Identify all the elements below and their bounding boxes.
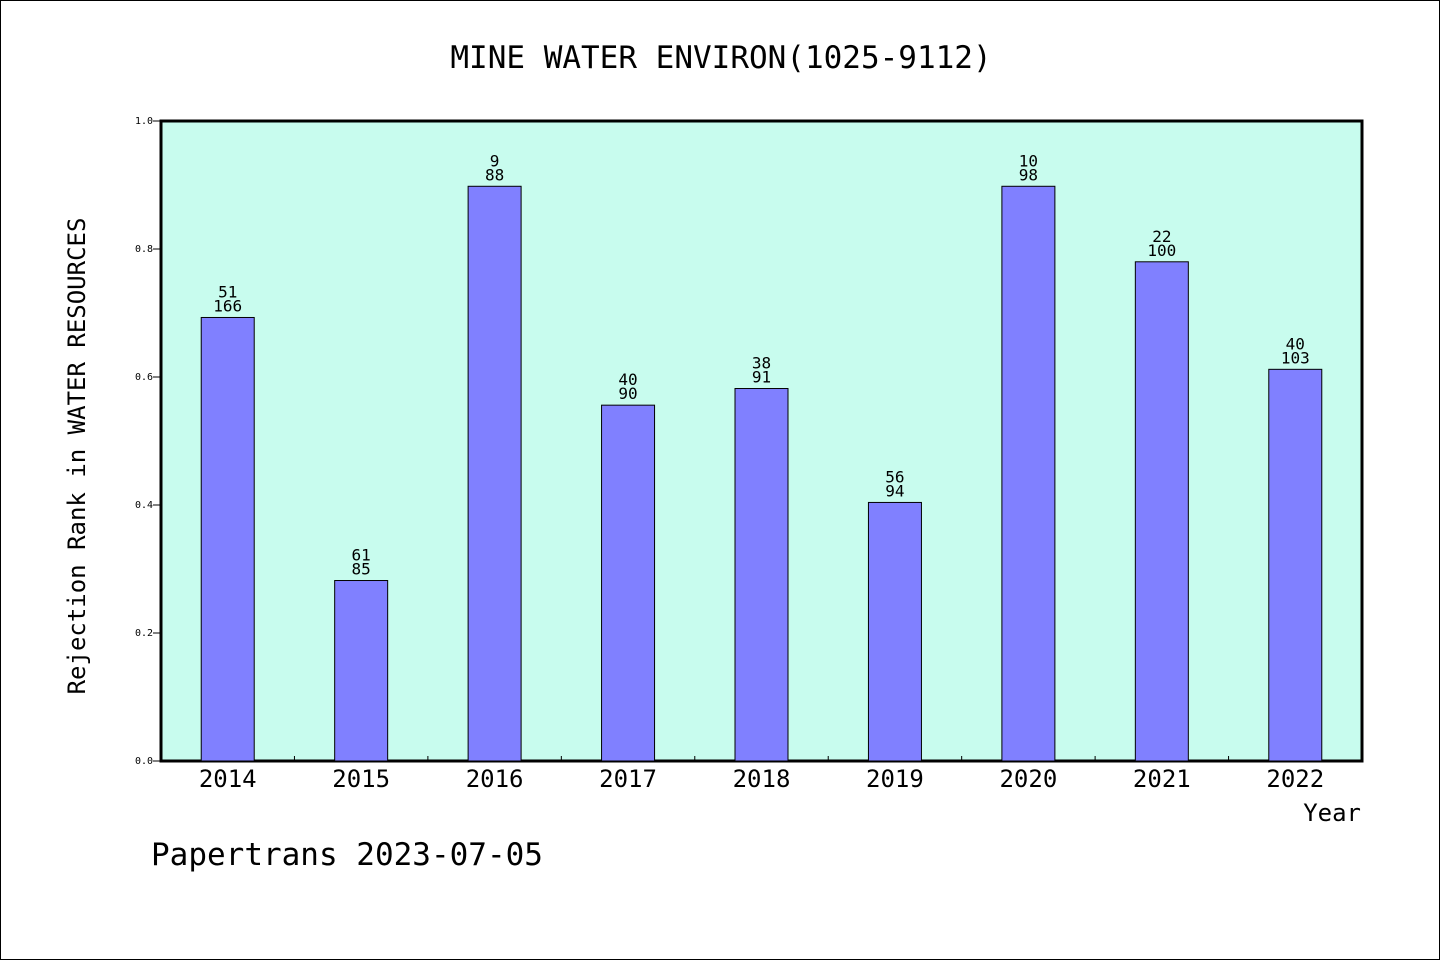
bar-label-bottom: 85: [352, 560, 371, 579]
bar: [1001, 185, 1056, 762]
bar-label-top: 56: [885, 467, 904, 486]
y-tick-label: 1.0: [135, 116, 153, 127]
bar: [601, 404, 656, 762]
bar-label-bottom: 88: [485, 165, 504, 184]
bar: [867, 501, 922, 762]
x-tick-label: 2014: [199, 765, 257, 793]
bar: [200, 316, 255, 762]
x-tick-label: 2021: [1133, 765, 1191, 793]
x-tick-label: 2016: [466, 765, 524, 793]
bar-label-bottom: 94: [885, 481, 904, 500]
y-tick-label: 0.8: [135, 244, 153, 255]
bar-label-top: 22: [1152, 227, 1171, 246]
chart-title: MINE WATER ENVIRON(1025-9112): [450, 40, 991, 76]
y-axis-label: Rejection Rank in WATER RESOURCES: [63, 218, 91, 695]
bar-label-bottom: 103: [1281, 348, 1310, 367]
bar: [1134, 261, 1189, 762]
bar-label-top: 51: [218, 282, 237, 301]
bar-label-bottom: 100: [1147, 241, 1176, 260]
bar-label-bottom: 98: [1019, 165, 1038, 184]
x-axis: 2014 2015 2016 2017 2018 2019 2020 2021 2022: [199, 756, 1324, 793]
bar-label-top: 61: [352, 546, 371, 565]
y-tick-label: 0.2: [135, 628, 153, 639]
x-tick-label: 2015: [332, 765, 390, 793]
bar: [1268, 368, 1323, 762]
bar-label-bottom: 91: [752, 368, 771, 387]
bar-label-top: 38: [752, 354, 771, 373]
bar-label-top: 10: [1019, 151, 1038, 170]
bar: [734, 388, 789, 762]
x-tick-label: 2020: [999, 765, 1057, 793]
x-tick-label: 2018: [733, 765, 791, 793]
bar-label-top: 40: [1286, 334, 1305, 353]
bar-label-top: 9: [490, 151, 500, 170]
x-tick-label: 2017: [599, 765, 657, 793]
footer-note: Papertrans 2023-07-05: [151, 837, 543, 873]
y-tick-label: 0.6: [135, 372, 153, 383]
x-tick-label: 2022: [1266, 765, 1324, 793]
bar-label-bottom: 90: [618, 384, 637, 403]
y-axis: 0.0 0.2 0.4 0.6 0.8 1.0: [135, 116, 161, 767]
y-tick-label: 0.4: [135, 500, 153, 511]
bar-label-top: 40: [618, 370, 637, 389]
bar-label-bottom: 166: [213, 296, 242, 315]
x-axis-label: Year: [1303, 799, 1361, 827]
bar: [334, 580, 389, 762]
bar: [467, 185, 522, 762]
x-tick-label: 2019: [866, 765, 924, 793]
y-tick-label: 0.0: [135, 756, 153, 767]
